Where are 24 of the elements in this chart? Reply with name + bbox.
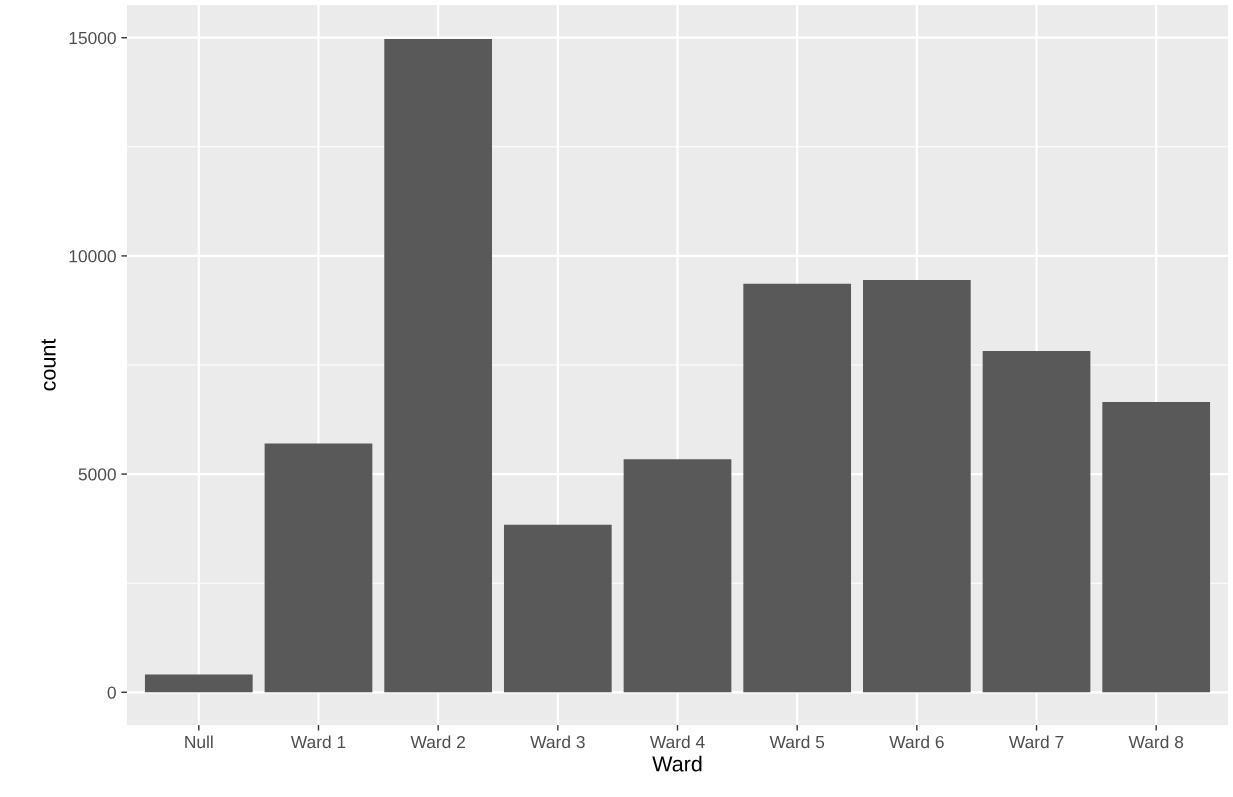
y-tick-label: 5000 [78,468,116,481]
y-tick-label: 0 [107,686,116,699]
x-tick-label: Ward 7 [1008,735,1064,749]
x-tick-label: Ward 2 [410,735,465,749]
bar [384,39,493,693]
bar [862,279,971,693]
bar [503,524,612,693]
x-tick-label: Ward 3 [530,735,585,749]
bar [264,443,373,693]
y-tick-label: 10000 [69,250,116,263]
bar [1102,402,1211,693]
y-axis-title: count [41,338,56,391]
x-tick-label: Null [185,735,213,749]
x-tick-label: Ward 8 [1128,735,1184,749]
x-axis-title: Ward [652,755,702,772]
x-tick-label: Ward 6 [889,735,944,749]
bar [982,351,1091,693]
x-tick-label: Ward 4 [649,735,705,749]
y-tick-label: 15000 [69,31,116,45]
x-tick-label: Ward 5 [769,735,825,749]
x-tick-label: Ward 1 [290,735,346,749]
bar [144,674,253,693]
bar [623,459,732,693]
bar [743,283,852,693]
